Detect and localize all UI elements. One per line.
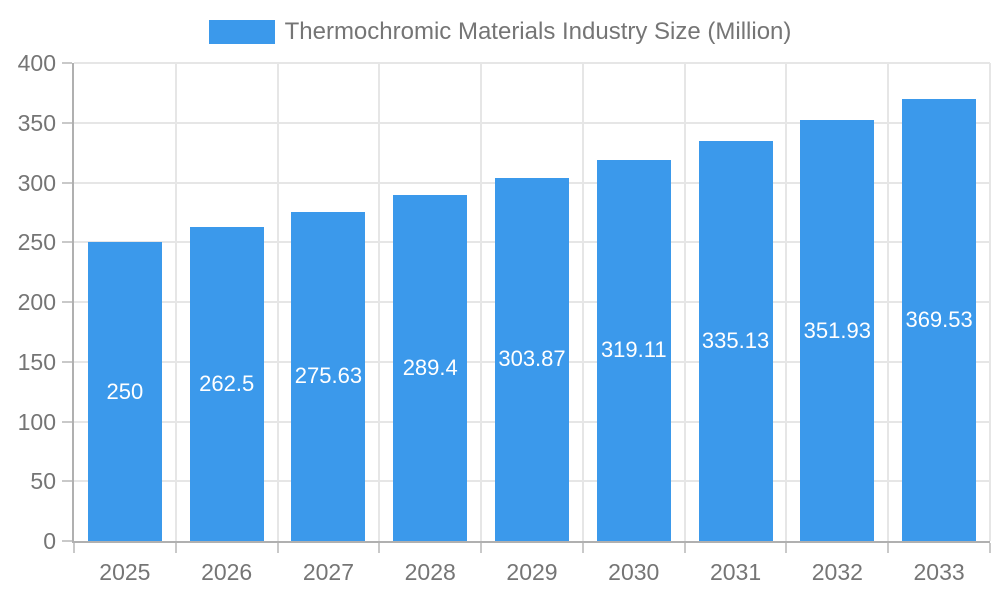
bar-value-label: 289.4 [402, 355, 458, 381]
v-gridline [785, 63, 788, 541]
v-gridline [378, 63, 381, 541]
v-gridline [276, 63, 279, 541]
y-axis-label: 150 [17, 348, 56, 375]
legend: Thermochromic Materials Industry Size (M… [0, 20, 1000, 44]
y-axis-tick [62, 540, 72, 542]
y-axis-label: 350 [17, 109, 56, 136]
y-axis-label: 200 [17, 289, 56, 315]
x-axis-label: 2031 [709, 559, 762, 585]
x-axis-label: 2029 [506, 559, 558, 585]
bar[interactable]: 275.63 [291, 211, 366, 541]
x-axis-tick [174, 543, 177, 553]
x-axis-tick [378, 543, 381, 553]
bar-value-label: 351.93 [803, 317, 871, 343]
y-axis-line [72, 63, 74, 543]
y-axis-tick [62, 241, 72, 244]
v-gridline [683, 63, 686, 541]
bar[interactable]: 250 [87, 242, 162, 541]
v-gridline [989, 63, 991, 541]
bar-value-label: 369.53 [905, 307, 973, 333]
x-axis-tick [581, 543, 584, 553]
x-axis-line [72, 541, 990, 543]
bar[interactable]: 319.11 [596, 159, 671, 541]
v-gridline [480, 63, 483, 541]
x-axis-label: 2025 [99, 559, 151, 585]
bar[interactable]: 351.93 [800, 120, 875, 541]
bar-value-label: 262.5 [199, 371, 255, 397]
x-axis-label: 2027 [302, 559, 355, 585]
bar[interactable]: 262.5 [189, 227, 264, 541]
x-axis-tick [480, 543, 483, 553]
y-axis-tick [62, 420, 72, 423]
x-axis-tick [73, 543, 75, 553]
x-axis-label: 2028 [404, 559, 456, 585]
v-gridline [581, 63, 584, 541]
bar-value-label: 250 [106, 378, 144, 404]
x-axis-label: 2030 [608, 559, 660, 585]
bar-value-label: 303.87 [498, 346, 566, 372]
bar[interactable]: 369.53 [902, 99, 977, 541]
v-gridline [174, 63, 177, 541]
x-axis-tick [276, 543, 279, 553]
x-axis-label: 2032 [811, 559, 863, 585]
y-axis-tick [62, 62, 72, 64]
h-gridline [74, 121, 990, 124]
y-axis-label: 100 [17, 408, 56, 435]
bar-value-label: 319.11 [600, 337, 667, 363]
x-axis-tick [989, 543, 991, 553]
x-axis-label: 2026 [201, 559, 253, 585]
y-axis-label: 300 [17, 169, 56, 196]
y-axis-tick [62, 121, 72, 124]
x-axis-tick [785, 543, 788, 553]
x-axis-tick [887, 543, 890, 553]
y-axis-label: 0 [43, 528, 56, 554]
bar-value-label: 335.13 [701, 327, 770, 353]
v-gridline [887, 63, 890, 541]
bar-value-label: 275.63 [294, 363, 363, 389]
y-axis-label: 400 [17, 50, 56, 76]
bar[interactable]: 335.13 [698, 140, 773, 541]
y-axis-tick [62, 480, 72, 483]
y-axis-label: 250 [17, 229, 56, 256]
y-axis-tick [62, 181, 72, 184]
y-axis-label: 50 [30, 468, 56, 495]
legend-swatch[interactable] [208, 20, 275, 44]
x-axis-tick [683, 543, 686, 553]
y-axis-tick [62, 360, 72, 363]
h-gridline [74, 62, 990, 64]
bar[interactable]: 303.87 [495, 177, 569, 541]
bar[interactable]: 289.4 [393, 195, 468, 541]
x-axis-label: 2033 [913, 559, 965, 585]
y-axis-tick [62, 301, 72, 303]
legend-label[interactable]: Thermochromic Materials Industry Size (M… [284, 18, 792, 45]
